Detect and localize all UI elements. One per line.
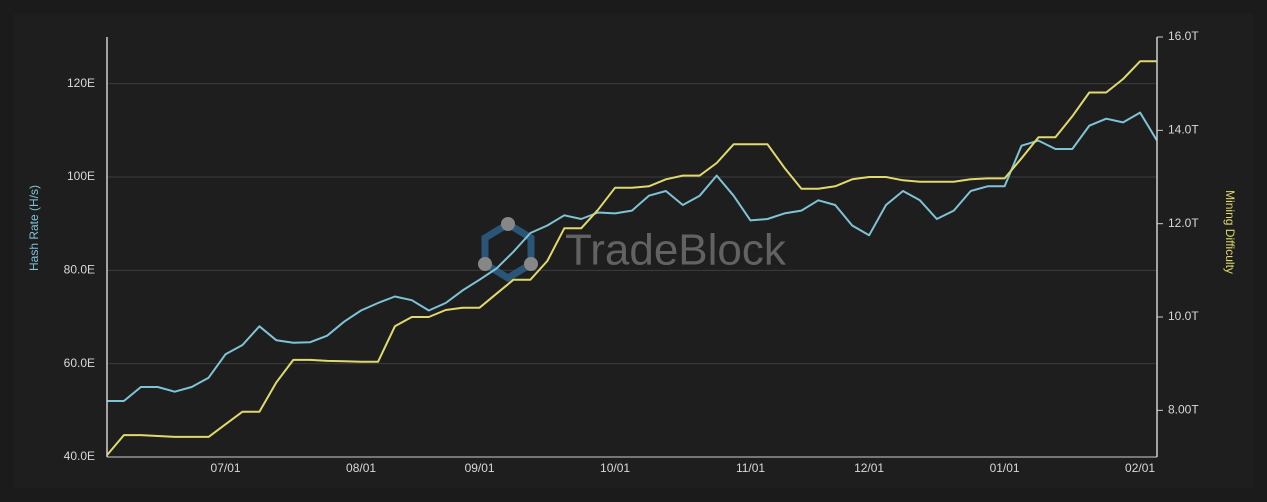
watermark: TradeBlock bbox=[565, 226, 787, 275]
x-tick-label: 01/01 bbox=[990, 461, 1020, 475]
y-tick-label: 80.0E bbox=[64, 263, 95, 277]
x-tick-label: 11/01 bbox=[736, 461, 765, 475]
y2-tick-label: 12.0T bbox=[1168, 216, 1199, 230]
y-tick-label: 120E bbox=[67, 76, 95, 90]
watermark-icon bbox=[478, 217, 538, 283]
series-line bbox=[107, 111, 1158, 402]
x-tick-label: 07/01 bbox=[211, 461, 241, 475]
x-tick-label: 02/01 bbox=[1125, 461, 1155, 475]
y-axis-title: Hash Rate (H/s) bbox=[27, 185, 41, 271]
x-tick-label: 10/01 bbox=[600, 461, 630, 475]
y-tick-label: 60.0E bbox=[64, 356, 95, 370]
series-line bbox=[106, 60, 1157, 456]
y-tick-label: 100E bbox=[67, 169, 95, 183]
y2-axis-title: Mining Difficulty bbox=[1223, 190, 1237, 274]
x-tick-label: 12/01 bbox=[854, 461, 884, 475]
plot-background bbox=[14, 14, 1253, 488]
y2-tick-label: 14.0T bbox=[1168, 123, 1199, 137]
y2-tick-label: 10.0T bbox=[1168, 309, 1199, 323]
y2-tick-label: 16.0T bbox=[1168, 29, 1199, 43]
lines bbox=[106, 60, 1158, 456]
y2-tick-label: 8.00T bbox=[1168, 403, 1199, 417]
x-tick-label: 09/01 bbox=[465, 461, 495, 475]
y-tick-label: 40.0E bbox=[64, 449, 95, 463]
x-tick-label: 08/01 bbox=[346, 461, 376, 475]
